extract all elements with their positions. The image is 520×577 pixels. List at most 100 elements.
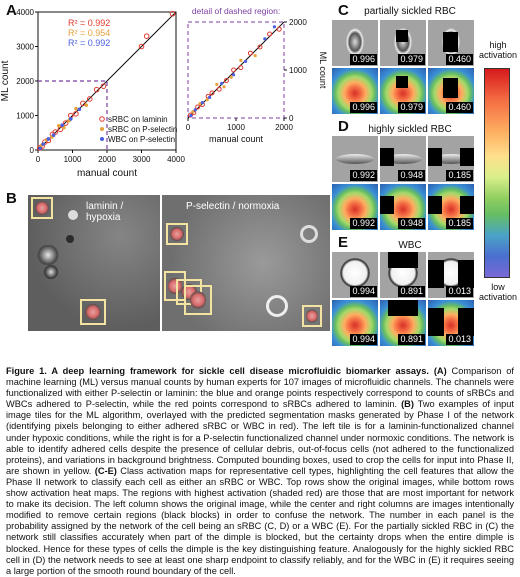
bounding-box — [302, 305, 322, 327]
legend-marker — [99, 116, 105, 122]
occlusion-block — [388, 252, 418, 268]
legend-label: sRBC on laminin — [108, 115, 168, 124]
data-point — [56, 124, 61, 128]
data-point — [195, 104, 201, 110]
occlusion-block — [443, 32, 458, 52]
x-tick-label: 3000 — [133, 155, 151, 164]
x-tick-label: 1000 — [64, 155, 82, 164]
occlusion-block — [428, 308, 444, 336]
scatter-chart-main: 00 1000 1000 2000 2000 3000 3000 4000 4000 manual… — [0, 8, 185, 179]
y-tick-label: 3000 — [16, 43, 34, 52]
data-point — [86, 96, 93, 102]
y-tick-label: 2000 — [289, 18, 307, 27]
colorbar-high-label: high activation — [478, 40, 518, 60]
caption-a-marker: (A) — [433, 366, 447, 376]
data-point — [169, 10, 176, 17]
legend-label: sRBC on P-selectin — [108, 125, 177, 134]
inset-title: detail of dashed region: — [192, 6, 280, 16]
data-point — [232, 73, 236, 77]
image-tile: 0.460 — [428, 20, 474, 66]
heatmap-tile: 0.013 — [428, 300, 474, 346]
data-point — [247, 50, 253, 56]
occlusion-block — [428, 260, 444, 288]
panel-letter-b: B — [6, 190, 17, 207]
probability-label: 0.460 — [446, 102, 473, 113]
data-point — [74, 106, 78, 111]
panel-letter-a: A — [6, 2, 17, 19]
data-point — [84, 103, 89, 107]
data-point — [215, 82, 219, 86]
data-point — [189, 114, 193, 118]
micrograph-pselectin: P-selectin / normoxia — [162, 195, 330, 331]
micrograph-laminin: laminin / hypoxia — [28, 195, 160, 331]
data-point — [223, 78, 229, 84]
heatmap-tile: 0.185 — [428, 184, 474, 230]
image-tile: 0.979 — [380, 20, 426, 66]
image-tile: 0.996 — [332, 20, 378, 66]
legend-label: WBC on P-selectin — [108, 135, 175, 144]
image-tile: 0.994 — [332, 252, 378, 298]
y-axis-label: ML count — [318, 52, 328, 89]
label-pselectin-normoxia: P-selectin / normoxia — [186, 201, 280, 212]
colorbar — [484, 68, 510, 278]
legend-marker — [100, 127, 104, 131]
probability-label: 0.979 — [398, 54, 425, 65]
data-point — [51, 133, 56, 137]
image-tile: 0.948 — [380, 136, 426, 182]
data-point — [216, 86, 222, 92]
inset-plot-area: detail of dashed region: 0 0 1000 1000 2000 20… — [186, 6, 328, 144]
probability-label: 0.996 — [350, 102, 377, 113]
occlusion-block — [428, 196, 442, 214]
data-point — [138, 43, 145, 50]
label-laminin-hypoxia: laminin / hypoxia — [86, 201, 124, 223]
y-tick-label: 4000 — [16, 8, 34, 17]
image-tile: 0.992 — [332, 136, 378, 182]
heatmap-tile: 0.460 — [428, 68, 474, 114]
data-point — [200, 101, 204, 105]
data-point — [222, 85, 226, 89]
data-point — [57, 126, 64, 133]
scatter-chart-inset: detail of dashed region: 0 0 1000 1000 2000 20… — [186, 6, 328, 144]
probability-label: 0.996 — [350, 54, 377, 65]
occlusion-block — [380, 148, 394, 166]
image-tile: 0.185 — [428, 136, 474, 182]
y-tick-label: 1000 — [16, 112, 34, 121]
data-point — [220, 81, 224, 86]
caption-ce-marker: (C-E) — [94, 465, 117, 476]
data-point — [41, 142, 45, 146]
probability-label: 0.013 — [446, 334, 473, 345]
data-point — [52, 129, 59, 135]
data-point — [100, 83, 107, 89]
y-tick-label: 0 — [30, 146, 35, 155]
heatmap-tile: 0.996 — [332, 68, 378, 114]
data-point — [198, 102, 202, 106]
occlusion-block — [396, 30, 408, 42]
data-point — [231, 67, 237, 73]
data-point — [244, 59, 248, 63]
data-point — [276, 26, 282, 32]
data-point — [93, 86, 100, 93]
occlusion-block — [443, 78, 458, 98]
data-point — [272, 25, 276, 29]
panel-letter-e: E — [338, 234, 349, 251]
caption-a-text: Comparison of machine learning (ML) vers… — [6, 366, 515, 410]
data-point — [73, 110, 79, 117]
data-point — [38, 146, 42, 151]
x-tick-label: 1000 — [227, 123, 245, 132]
data-point — [46, 137, 51, 141]
occlusion-block — [460, 196, 474, 214]
x-tick-label: 0 — [186, 123, 191, 132]
image-tile: 0.013 — [428, 252, 474, 298]
image-tile: 0.891 — [380, 252, 426, 298]
probability-label: 0.979 — [398, 102, 425, 113]
legend-marker — [100, 137, 104, 141]
probability-label: 0.185 — [446, 170, 473, 181]
data-point — [263, 37, 267, 41]
heatmap-tile: 0.992 — [332, 184, 378, 230]
heatmap-tile: 0.948 — [380, 184, 426, 230]
occlusion-block — [388, 300, 418, 316]
data-point — [80, 100, 86, 107]
r-squared-label: R² = 0.954 — [68, 28, 110, 38]
caption-b-text: Two examples of input image tiles for th… — [6, 399, 514, 476]
probability-label: 0.948 — [398, 170, 425, 181]
